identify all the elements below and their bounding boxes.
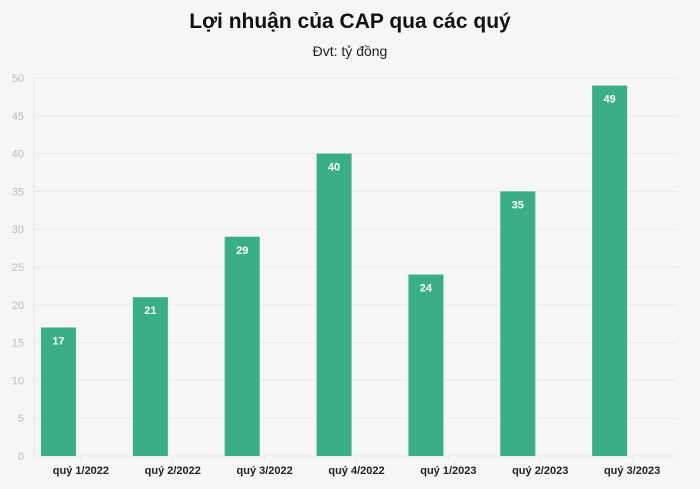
bar (41, 327, 76, 456)
bar (500, 191, 536, 456)
data-label: 21 (144, 305, 156, 317)
y-tick-label: 50 (12, 73, 24, 85)
data-label: 49 (604, 94, 616, 106)
x-tick-label: quý 2/2023 (512, 465, 568, 477)
y-tick-label: 45 (12, 111, 24, 123)
y-tick-label: 20 (12, 300, 24, 312)
x-tick-label: quý 3/2023 (604, 465, 660, 477)
y-tick-label: 0 (18, 451, 24, 463)
x-tick-label: quý 1/2023 (420, 465, 476, 477)
bar (132, 297, 168, 456)
data-label: 29 (236, 245, 248, 257)
bar (316, 153, 352, 456)
x-tick-label: quý 1/2022 (53, 465, 109, 477)
bar (592, 85, 628, 456)
y-tick-label: 30 (12, 224, 24, 236)
y-tick-label: 25 (12, 262, 24, 274)
chart-subtitle: Đvt: tỷ đồng (312, 43, 388, 59)
y-tick-label: 35 (12, 186, 24, 198)
chart-title: Lợi nhuận của CAP qua các quý (189, 10, 511, 33)
data-label: 40 (328, 162, 340, 174)
y-tick-label: 5 (18, 413, 24, 425)
x-tick-label: quý 4/2022 (328, 465, 384, 477)
y-tick-label: 40 (12, 149, 24, 161)
y-tick-label: 15 (12, 338, 24, 350)
bar (224, 236, 260, 456)
bar (408, 274, 444, 456)
data-label: 17 (52, 335, 64, 347)
x-tick-label: quý 2/2022 (145, 465, 201, 477)
y-tick-label: 10 (12, 375, 24, 387)
x-tick-label: quý 3/2022 (237, 465, 293, 477)
data-label: 24 (420, 283, 433, 295)
data-label: 35 (512, 199, 524, 211)
